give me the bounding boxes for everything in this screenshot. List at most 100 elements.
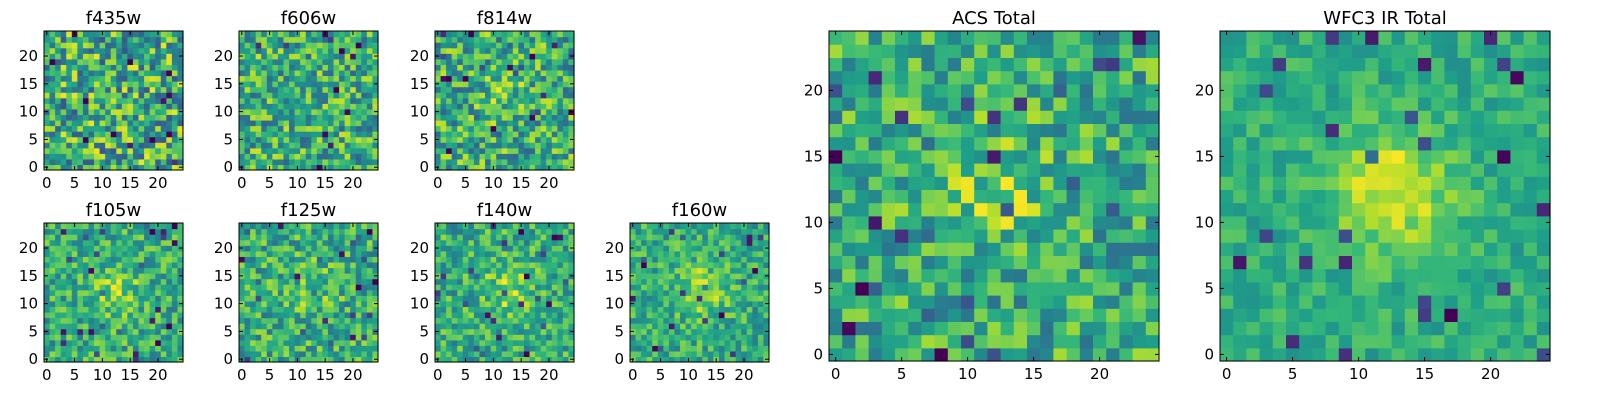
heatmap-cell [921, 347, 936, 362]
heatmap-cell [696, 284, 703, 291]
heatmap-cell [529, 356, 536, 363]
heatmap-cell [94, 147, 101, 154]
heatmap-cell [110, 64, 117, 71]
heatmap-cell [289, 153, 296, 160]
heatmap-cell [277, 306, 285, 313]
heatmap-cell [518, 334, 525, 341]
heatmap-cell [1013, 321, 1028, 336]
heatmap-cell [350, 136, 357, 143]
heatmap-cell [294, 350, 301, 358]
heatmap-cell [327, 86, 335, 93]
heatmap-cell [468, 250, 475, 257]
heatmap-cell [99, 228, 106, 235]
heatmap-cell [94, 334, 101, 341]
heatmap-cell [512, 36, 519, 43]
heatmap-cell [138, 64, 145, 71]
heatmap-cell [635, 356, 642, 363]
heatmap-cell [562, 306, 570, 313]
heatmap-cell [305, 261, 312, 269]
heatmap-cell [144, 58, 151, 65]
heatmap-cell [746, 267, 753, 274]
heatmap-cell [361, 311, 368, 319]
heatmap-cell [311, 64, 318, 71]
heatmap-cell [557, 53, 564, 60]
heatmap-cell [691, 228, 698, 235]
heatmap-cell [82, 306, 90, 313]
heatmap-cell [60, 47, 67, 54]
heatmap-cell [557, 306, 564, 313]
heatmap-cell [105, 323, 112, 330]
heatmap-cell [468, 306, 475, 313]
heatmap-cell [82, 158, 90, 166]
heatmap-cell [540, 350, 547, 358]
heatmap-cell [239, 278, 246, 285]
heatmap-cell [316, 75, 323, 82]
heatmap-cell [523, 69, 531, 77]
heatmap-cell [160, 256, 167, 263]
heatmap-cell [121, 103, 128, 110]
heatmap-cell [166, 350, 173, 358]
heatmap-cell [696, 289, 703, 296]
heatmap-cell [551, 328, 558, 335]
heatmap-cell [462, 278, 469, 285]
heatmap-cell [507, 53, 514, 60]
heatmap-cell [485, 261, 492, 269]
heatmap-cell [446, 350, 453, 358]
heatmap-cell [468, 345, 475, 352]
heatmap-cell [435, 345, 442, 352]
heatmap-cell [451, 47, 458, 54]
heatmap-cell [344, 108, 351, 115]
heatmap-cell [652, 356, 659, 363]
heatmap-cell [88, 311, 95, 319]
heatmap-cell [71, 53, 78, 60]
heatmap-cell [305, 228, 312, 235]
heatmap-cell [300, 136, 307, 143]
heatmap-cell [339, 350, 346, 358]
heatmap-cell [250, 103, 257, 110]
heatmap-cell [277, 75, 285, 82]
heatmap-cell [289, 103, 296, 110]
heatmap-cell [99, 250, 106, 257]
heatmap-cell [479, 323, 486, 330]
heatmap-cell [99, 69, 106, 77]
heatmap-cell [741, 295, 748, 302]
heatmap-cell [283, 328, 290, 335]
heatmap-cell [557, 334, 564, 341]
heatmap-cell [361, 114, 368, 121]
heatmap-cell [255, 295, 262, 302]
heatmap-cell [60, 278, 67, 285]
heatmap-cell [110, 328, 117, 335]
heatmap-cell [121, 345, 128, 352]
heatmap-cell [116, 223, 123, 230]
heatmap-cell [60, 114, 67, 121]
heatmap-cell [540, 239, 547, 246]
heatmap-cell [71, 142, 78, 149]
heatmap-cell [685, 261, 692, 269]
heatmap-cell [457, 47, 464, 54]
heatmap-cell [250, 317, 257, 324]
heatmap-cell [350, 147, 357, 154]
heatmap-cell [311, 334, 318, 341]
heatmap-cell [462, 53, 469, 60]
heatmap-cell [1119, 189, 1134, 204]
heatmap-cell [105, 114, 112, 121]
heatmap-cell [1066, 308, 1081, 322]
heatmap-cell [94, 228, 101, 235]
heatmap-cell [277, 234, 285, 241]
heatmap-cell [635, 239, 642, 246]
heatmap-cell [523, 256, 531, 263]
heatmap-cell [94, 250, 101, 257]
heatmap-cell [868, 189, 883, 204]
heatmap-cell [895, 334, 909, 349]
heatmap-cell [680, 323, 687, 330]
heatmap-cell [473, 356, 481, 363]
heatmap-cell [99, 278, 106, 285]
heatmap-cell [457, 311, 464, 319]
heatmap-cell [94, 142, 101, 149]
heatmap-cell [49, 81, 56, 88]
heatmap-cell [366, 339, 374, 346]
heatmap-cell [121, 228, 128, 235]
heatmap-cell [294, 334, 301, 341]
heatmap-cell [746, 228, 753, 235]
heatmap-cell [316, 147, 323, 154]
